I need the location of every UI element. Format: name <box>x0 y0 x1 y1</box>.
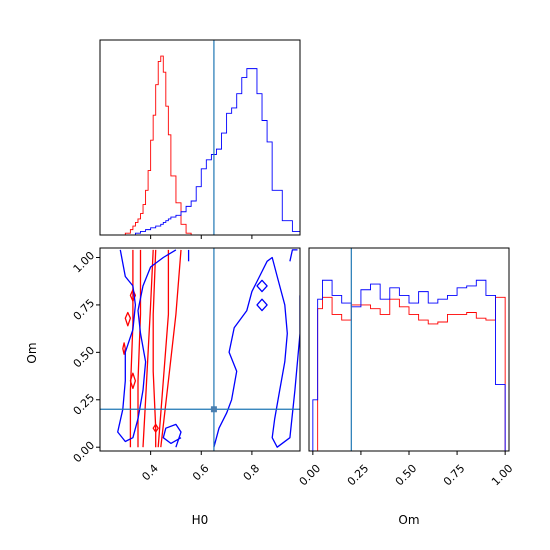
hist-Om-series-1 <box>312 279 506 451</box>
contour-frame <box>99 247 301 452</box>
hist-Om-x-tick-label-1: 0.25 <box>345 462 372 489</box>
contour-13 <box>213 256 300 448</box>
contour-lines <box>117 249 300 448</box>
ylabel-Om: Om <box>25 342 39 363</box>
contour-y-tick-label-2: 0.50 <box>71 344 98 371</box>
contour-15 <box>256 279 268 293</box>
truth-marker <box>210 406 217 413</box>
hist-Om-x-tick-label-4: 1.00 <box>489 462 516 489</box>
contour-11 <box>117 249 177 443</box>
hist-Om-x-tick-label-3: 0.75 <box>441 462 468 489</box>
hist-Om-panel: 0.00 0.25 0.50 0.75 1.00 <box>297 247 516 489</box>
contour-0 <box>157 249 170 448</box>
contour-y-tick-label-3: 0.75 <box>71 296 98 323</box>
hist-H0-panel <box>99 39 301 239</box>
xlabel-Om: Om <box>398 513 419 527</box>
contour-y-tick-label-4: 1.00 <box>71 249 98 276</box>
contour-x-tick-label-0: 0.4 <box>139 462 161 484</box>
contour-12 <box>162 423 182 448</box>
contour-3 <box>142 249 154 448</box>
contour-y-tick-label-1: 0.25 <box>71 391 98 418</box>
contour-x-tick-label-2: 0.8 <box>241 462 263 484</box>
hist-Om-frame <box>308 247 510 452</box>
contour-5 <box>152 249 157 448</box>
contour-x-tick-label-1: 0.6 <box>190 462 212 484</box>
contour-2 <box>137 249 142 448</box>
contour-9 <box>129 372 137 390</box>
hist-H0-series-0 <box>100 55 300 235</box>
contour-10 <box>152 423 159 433</box>
contour-1 <box>160 249 182 448</box>
hist-H0-series-1 <box>100 68 300 235</box>
hist-Om-series-0 <box>312 296 506 451</box>
contour-8 <box>129 289 137 302</box>
xlabel-H0: H0 <box>192 513 209 527</box>
contour-14 <box>256 298 268 312</box>
contour-16 <box>289 249 298 262</box>
hist-Om-x-tick-label-2: 0.50 <box>393 462 420 489</box>
contour-4 <box>129 249 134 448</box>
contour-y-tick-label-0: 0.00 <box>71 439 98 466</box>
contour-7 <box>124 311 132 327</box>
contour-6 <box>122 342 126 355</box>
contour-H0-Om-panel: 0.4 0.6 0.8 0.00 0.25 0.50 0.75 1.00 <box>71 247 301 484</box>
hist-H0-frame <box>99 39 301 236</box>
hist-Om-x-tick-label-0: 0.00 <box>297 462 324 489</box>
